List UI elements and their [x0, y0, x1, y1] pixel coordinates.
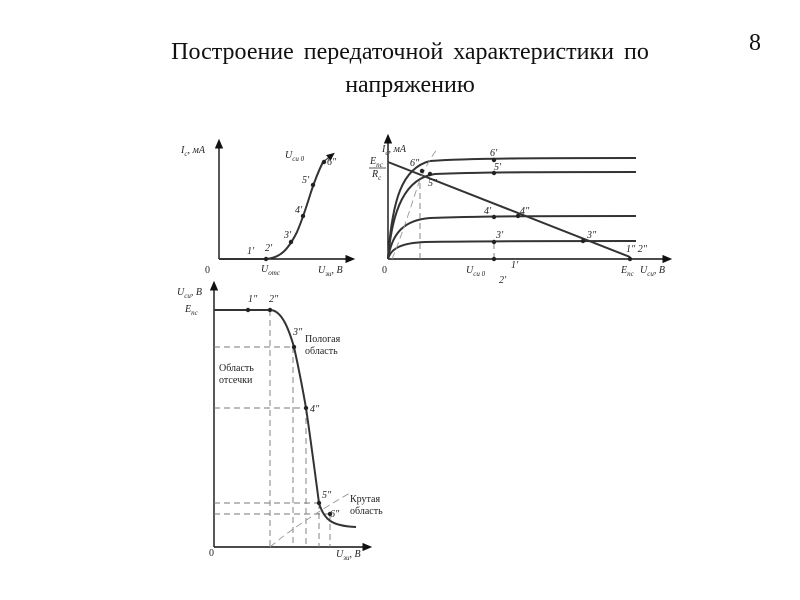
cutoff-voltage-label: Uотс: [261, 264, 281, 277]
output-plot: Iс, мА Eпс Rс 0 Uси 0 Eпс Uси, В 6" 6' 5…: [369, 133, 673, 286]
label-5-double-out: 5": [428, 178, 438, 189]
point-2-prime: [263, 256, 269, 262]
output-x-label: Uси, В: [640, 265, 665, 278]
output-y-label: Iс, мА: [381, 144, 407, 157]
output-x-end: Eпс: [620, 265, 635, 278]
supply-voltage-label: Eпс: [184, 304, 199, 317]
fraction-denominator: Rс: [371, 169, 382, 182]
transfer-origin: 0: [205, 265, 210, 276]
label-3-double-out: 3": [586, 230, 597, 241]
output-curve-5: [387, 171, 637, 260]
region-cutoff-line-2: отсечки: [219, 375, 253, 386]
title-line-1: Построение передаточной характеристики п…: [171, 39, 649, 65]
point-3-prime: [288, 239, 294, 245]
slide-number: 8: [749, 30, 761, 56]
output-curve-4: [387, 215, 637, 260]
point-4-double-out: [515, 213, 521, 219]
point-6-double-vt: [327, 511, 333, 517]
point-3-double-vt: [291, 344, 297, 350]
label-1-double-vt: 1": [248, 294, 258, 305]
label-2-prime: 2': [265, 243, 273, 254]
transfer-x-label: Uзи, В: [318, 265, 343, 278]
label-6-double-vt: 6": [330, 509, 340, 520]
point-4-double-vt: [303, 405, 309, 411]
point-3-prime-out: [491, 239, 497, 245]
label-6-prime-out: 6': [490, 148, 498, 159]
region-flat-line-2: область: [305, 346, 338, 357]
point-5-prime: [310, 182, 316, 188]
region-cutoff-line-1: Область: [219, 363, 254, 374]
label-6-double-out: 6": [410, 158, 420, 169]
point-1-2-prime-out: [491, 256, 497, 262]
point-4-prime-out: [491, 214, 497, 220]
output-x-tick: Uси 0: [466, 265, 486, 278]
region-steep-line-2: область: [350, 506, 383, 517]
voltage-plot: Uси, В Eпс 0 Uзи, В 1" 2" 3" 4" 5" 6" Об…: [177, 280, 383, 562]
transfer-plot: Iс, мА 0 Uзи, В Uотс Uси 0 1' 2' 3' 4' 5…: [180, 138, 356, 278]
point-6-double-out: [419, 168, 425, 174]
label-4-prime-out: 4': [484, 206, 492, 217]
output-origin: 0: [382, 265, 387, 276]
point-6-double: [321, 159, 327, 165]
voltage-x-label: Uзи, В: [336, 549, 361, 562]
label-1-prime: 1': [247, 246, 255, 257]
voltage-y-label: Uси, В: [177, 287, 202, 300]
point-4-prime: [300, 213, 306, 219]
steep-region-boundary: [269, 492, 351, 548]
point-6-prime-out: [491, 157, 497, 163]
label-4-double-vt: 4": [310, 404, 320, 415]
label-5-double-vt: 5": [322, 490, 332, 501]
label-3-double-vt: 3": [292, 327, 303, 338]
point-3-double-out: [580, 238, 586, 244]
point-1-double-vt: [245, 307, 251, 313]
fraction-numerator: Eпс: [369, 156, 384, 169]
label-5-prime-out: 5': [494, 162, 502, 173]
label-1-2-double-out: 1" 2": [626, 244, 648, 255]
title-line-2: напряжению: [345, 72, 475, 98]
label-2-prime-out: 2': [499, 275, 507, 286]
label-3-prime: 3': [283, 230, 292, 241]
label-1-prime-out: 1': [511, 260, 519, 271]
slide-title: Построение передаточной характеристики п…: [60, 36, 760, 102]
point-5-double-vt: [316, 500, 322, 506]
region-flat-line-1: Пологая: [305, 334, 341, 345]
label-4-prime: 4': [295, 205, 303, 216]
label-4-double-out: 4": [520, 206, 530, 217]
point-5-double-out: [427, 171, 433, 177]
saturation-boundary: [391, 147, 439, 260]
output-curve-6: [387, 157, 637, 260]
voltage-origin: 0: [209, 548, 214, 559]
point-1-2-double-out: [627, 256, 633, 262]
load-line: [387, 161, 631, 258]
point-5-prime-out: [491, 170, 497, 176]
transfer-y-label: Iс, мА: [180, 145, 206, 158]
point-2-double-vt: [267, 307, 273, 313]
label-2-double-vt: 2": [269, 294, 279, 305]
label-3-prime-out: 3': [495, 230, 504, 241]
region-steep-line-1: Крутая: [350, 494, 380, 505]
label-6-double: 6": [327, 157, 337, 168]
label-5-prime: 5': [302, 175, 310, 186]
curve-param-label: Uси 0: [285, 150, 305, 163]
